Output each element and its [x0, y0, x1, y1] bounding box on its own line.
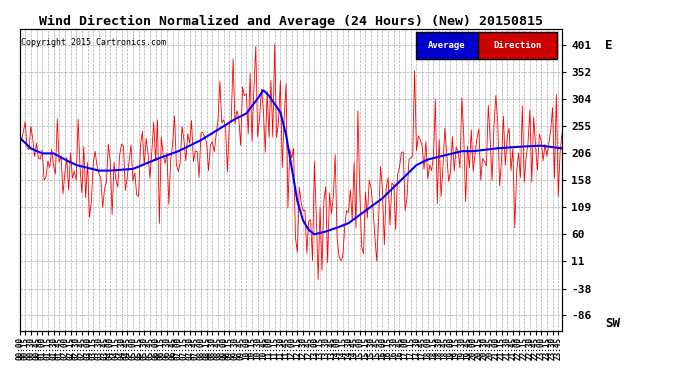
FancyBboxPatch shape — [415, 32, 478, 60]
Text: Copyright 2015 Cartronics.com: Copyright 2015 Cartronics.com — [21, 38, 166, 47]
FancyBboxPatch shape — [478, 32, 557, 60]
Title: Wind Direction Normalized and Average (24 Hours) (New) 20150815: Wind Direction Normalized and Average (2… — [39, 15, 543, 28]
Text: Direction: Direction — [493, 41, 542, 50]
Text: Average: Average — [428, 41, 466, 50]
Text: E: E — [605, 39, 613, 52]
Text: SW: SW — [605, 316, 620, 330]
